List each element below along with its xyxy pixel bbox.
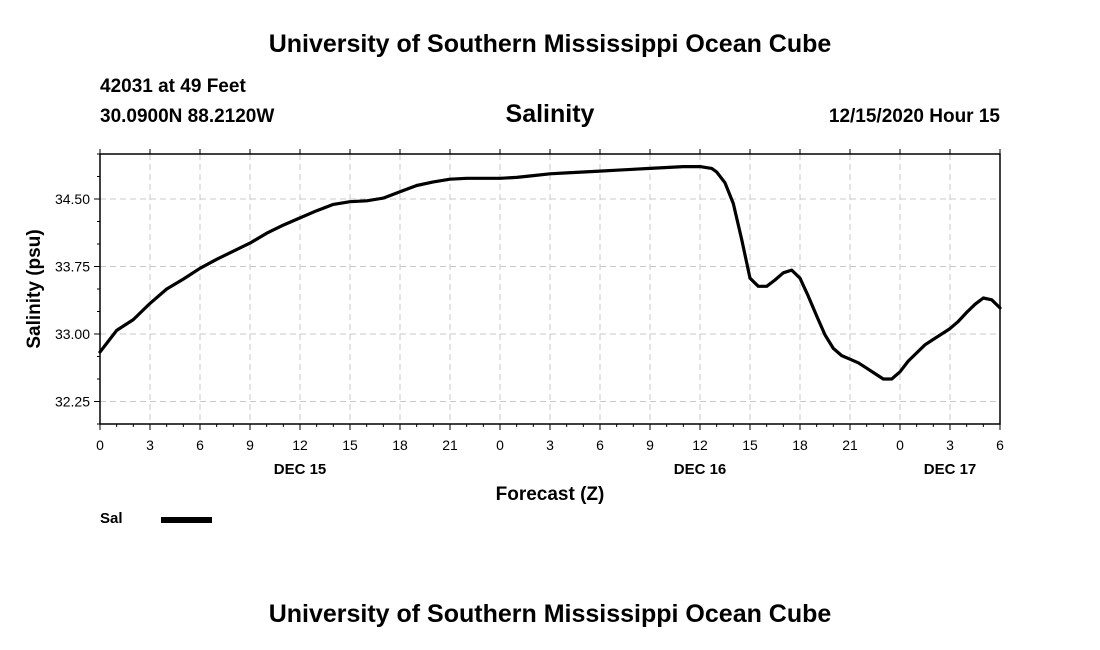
legend-swatch (161, 517, 212, 523)
x-tick-label: 15 (342, 437, 358, 453)
y-axis-label: Salinity (psu) (24, 229, 45, 348)
x-tick-label: 21 (842, 437, 858, 453)
x-tick-label: 6 (996, 437, 1004, 453)
date-label: DEC 17 (924, 461, 977, 478)
station-label: 42031 at 49 Feet (100, 76, 246, 97)
x-tick-label: 6 (196, 437, 204, 453)
x-tick-label: 3 (146, 437, 154, 453)
legend-label: Sal (100, 510, 123, 527)
y-axis: 32.25 33.00 33.75 34.50 (55, 153, 100, 425)
x-tick-label: 0 (496, 437, 504, 453)
x-tick-label: 12 (692, 437, 708, 453)
series-line-sal (98, 165, 1002, 381)
grid (100, 154, 1000, 424)
y-tick-label: 34.50 (55, 191, 90, 207)
header-title: University of Southern Mississippi Ocean… (268, 30, 832, 58)
x-axis-label: Forecast (Z) (496, 484, 605, 505)
x-tick-label: 0 (896, 437, 904, 453)
footer-title: University of Southern Mississippi Ocean… (268, 600, 832, 628)
x-tick-label: 18 (392, 437, 408, 453)
x-tick-label: 6 (596, 437, 604, 453)
x-tick-label: 3 (946, 437, 954, 453)
x-tick-label: 18 (792, 437, 808, 453)
x-tick-label: 21 (442, 437, 458, 453)
x-tick-label: 9 (646, 437, 654, 453)
date-label: DEC 15 (274, 461, 327, 478)
y-tick-label: 33.00 (55, 326, 90, 342)
x-tick-label: 9 (246, 437, 254, 453)
x-tick-label: 3 (546, 437, 554, 453)
date-label: DEC 16 (674, 461, 727, 478)
x-tick-label: 15 (742, 437, 758, 453)
coordinates-label: 30.0900N 88.2120W (100, 106, 275, 127)
series-layer (98, 165, 1002, 381)
timestamp-label: 12/15/2020 Hour 15 (828, 106, 1000, 127)
y-tick-label: 33.75 (55, 259, 90, 275)
x-tick-label: 0 (96, 437, 104, 453)
x-tick-label: 12 (292, 437, 308, 453)
chart-title: Salinity (505, 100, 595, 128)
x-axis: 0 3 6 9 12 15 18 21 0 3 6 9 12 15 18 21 0 3 6 DEC 15 DEC 16 D… (96, 149, 1004, 478)
y-tick-label: 32.25 (55, 394, 90, 410)
